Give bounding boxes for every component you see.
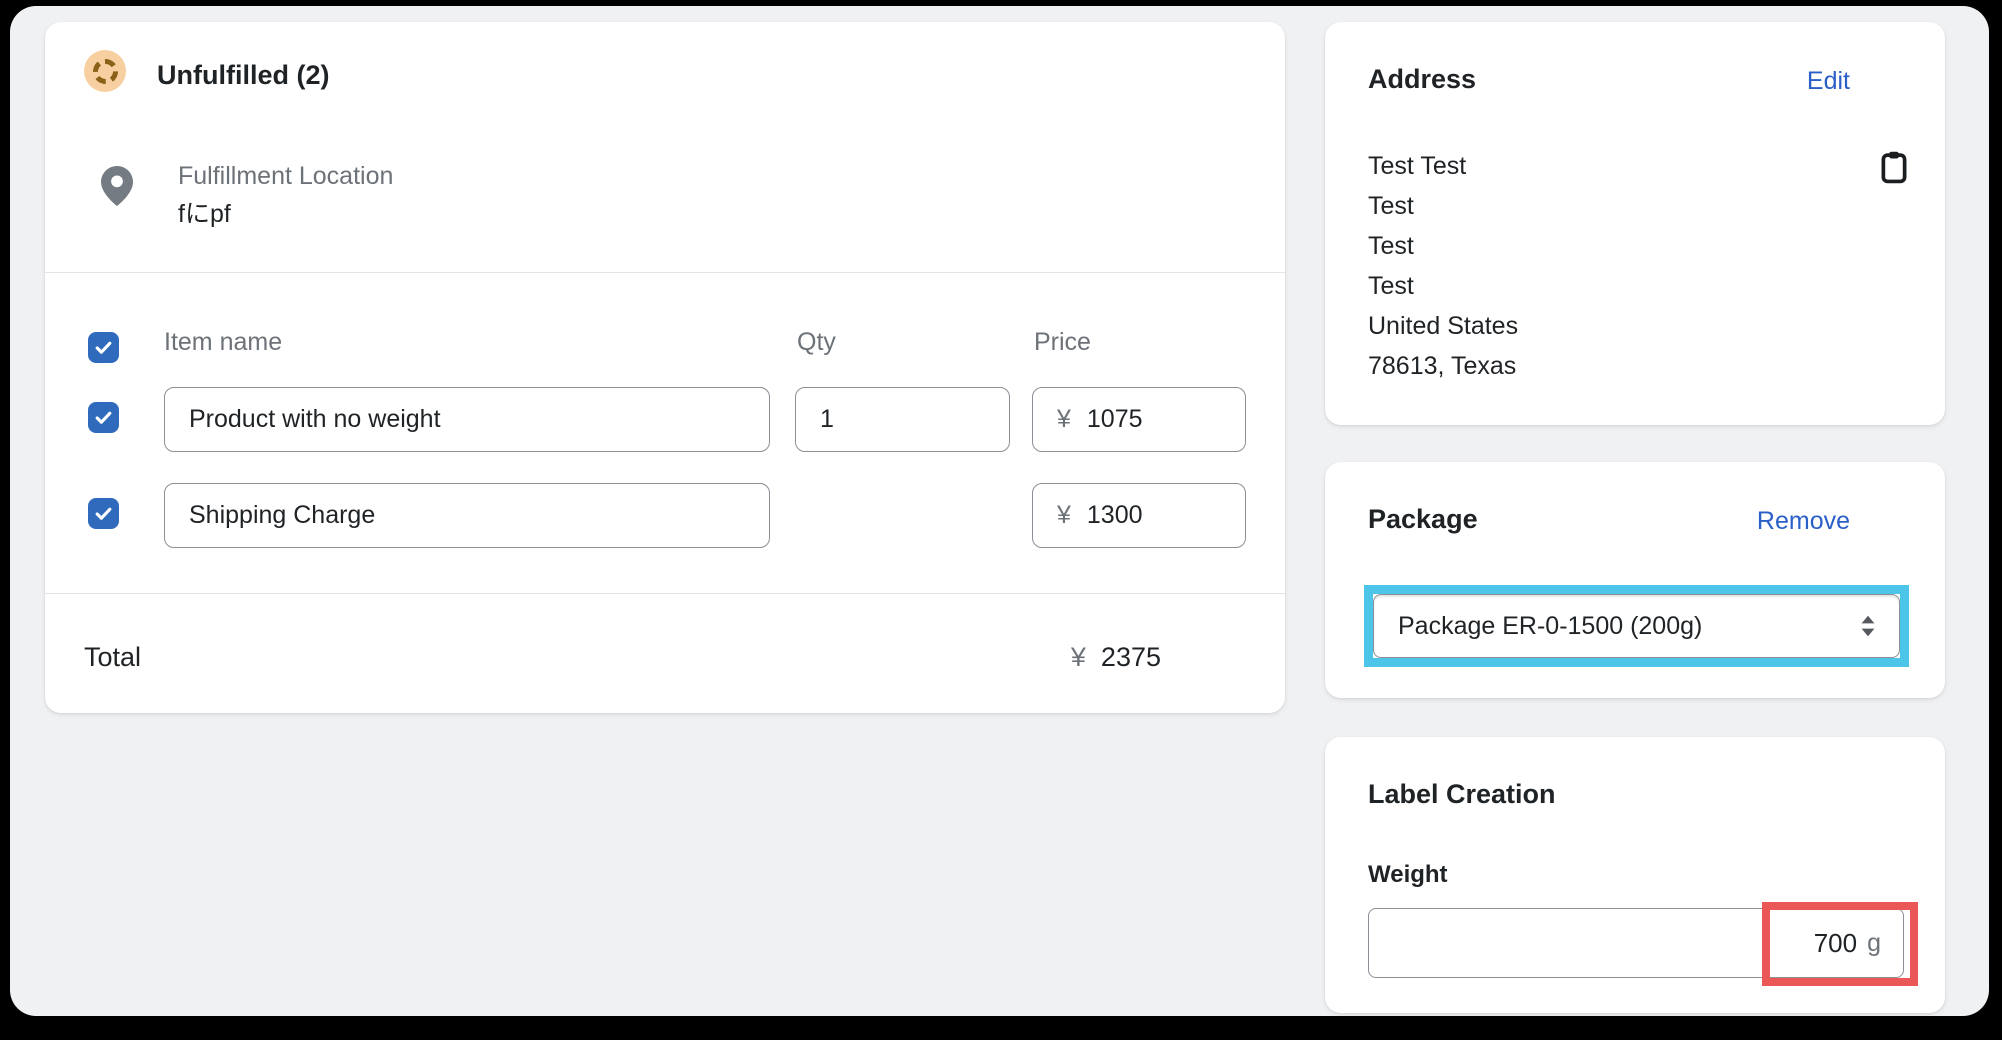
package-select-value: Package ER-0-1500 (200g) xyxy=(1398,611,1703,640)
address-line: 78613, Texas xyxy=(1368,352,1517,380)
unfulfilled-card: Unfulfilled (2) Fulfillment Location fにp… xyxy=(45,22,1285,713)
edit-address-link[interactable]: Edit xyxy=(1806,67,1850,95)
address-line: Test xyxy=(1368,232,1414,260)
qty-input[interactable] xyxy=(795,387,1010,452)
package-select[interactable]: Package ER-0-1500 (200g) xyxy=(1373,594,1900,658)
weight-label: Weight xyxy=(1368,861,1448,888)
divider xyxy=(45,593,1285,594)
item-name-input[interactable] xyxy=(164,387,770,452)
package-card: Package Remove Package ER-0-1500 (200g) xyxy=(1325,462,1945,698)
address-card: Address Edit Test Test Test Test Test Un… xyxy=(1325,22,1945,425)
total-label: Total xyxy=(84,642,142,672)
column-header-item: Item name xyxy=(164,328,283,356)
address-lines: Test Test Test Test Test United States 7… xyxy=(1368,146,1518,386)
price-value: 1300 xyxy=(1086,501,1143,529)
checkbox-check-icon xyxy=(95,507,112,520)
address-line: Test xyxy=(1368,272,1414,300)
row-checkbox[interactable] xyxy=(88,402,119,433)
currency-prefix: ¥ xyxy=(1057,501,1071,529)
column-header-qty: Qty xyxy=(797,328,836,356)
updown-caret-icon xyxy=(1861,615,1875,637)
label-creation-title: Label Creation xyxy=(1368,779,1556,809)
fulfillment-location-value: fにpf xyxy=(178,200,231,228)
fulfillment-location-label: Fulfillment Location xyxy=(178,162,394,190)
column-header-price: Price xyxy=(1034,328,1091,356)
package-card-title: Package xyxy=(1368,504,1478,534)
remove-package-link[interactable]: Remove xyxy=(1756,507,1850,535)
clipboard-icon[interactable] xyxy=(1877,150,1911,184)
weight-value: 700 xyxy=(1813,927,1858,958)
currency-prefix: ¥ xyxy=(1057,405,1071,433)
address-line: United States xyxy=(1368,312,1519,340)
divider xyxy=(45,272,1285,273)
price-input[interactable]: ¥ 1075 xyxy=(1032,387,1246,452)
row-checkbox[interactable] xyxy=(88,498,119,529)
address-card-title: Address xyxy=(1368,64,1477,94)
item-name-input[interactable] xyxy=(164,483,770,548)
checkbox-check-icon xyxy=(95,411,112,424)
checkbox-check-icon xyxy=(95,341,112,354)
total-amount: 2375 xyxy=(1100,642,1161,672)
address-line: Test Test xyxy=(1368,152,1467,180)
address-line: Test xyxy=(1368,192,1414,220)
currency-prefix: ¥ xyxy=(1070,642,1086,672)
location-pin-icon xyxy=(101,166,133,206)
weight-input[interactable]: 700 g xyxy=(1368,908,1904,978)
select-all-checkbox[interactable] xyxy=(88,332,119,363)
unfulfilled-card-title: Unfulfilled (2) xyxy=(157,60,330,90)
unfulfilled-status-badge xyxy=(84,50,126,92)
label-creation-card: Label Creation Weight 700 g xyxy=(1325,737,1945,1013)
total-value: ¥ 2375 xyxy=(1071,640,1161,674)
price-value: 1075 xyxy=(1086,405,1143,433)
weight-unit: g xyxy=(1867,928,1881,957)
dashed-circle-badge-icon xyxy=(92,58,118,84)
price-input[interactable]: ¥ 1300 xyxy=(1032,483,1246,548)
